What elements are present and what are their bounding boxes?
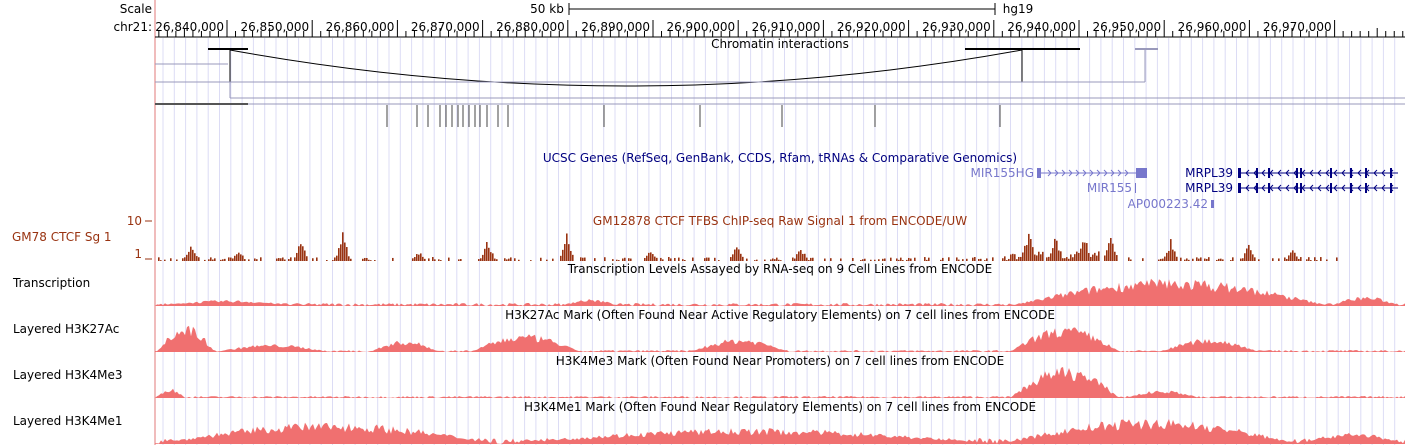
- h3k4me3-track[interactable]: H3K4Me3 Mark (Often Found Near Promoters…: [155, 354, 1405, 398]
- h3k27ac-side-label[interactable]: Layered H3K27Ac: [13, 322, 120, 336]
- gene-label-mrpl39-b: MRPL39: [1185, 181, 1233, 195]
- ruler-tick-label: 26,940,000: [1007, 20, 1076, 34]
- assembly-label: hg19: [1003, 2, 1034, 16]
- ruler-tick-label: 26,840,000: [155, 20, 224, 34]
- h3k27ac-title: H3K27Ac Mark (Often Found Near Active Re…: [505, 308, 1055, 322]
- ruler-tick-label: 26,900,000: [666, 20, 735, 34]
- scale-bar-label: 50 kb: [530, 2, 564, 16]
- h3k4me1-track[interactable]: H3K4Me1 Mark (Often Found Near Regulator…: [155, 400, 1405, 444]
- ruler-tick-label: 26,860,000: [326, 20, 395, 34]
- transcription-track[interactable]: Transcription Levels Assayed by RNA-seq …: [155, 262, 1405, 306]
- ruler-tick-label: 26,880,000: [496, 20, 565, 34]
- ctcf-signal: [158, 232, 1338, 261]
- h3k4me3-signal: [155, 367, 1405, 398]
- ruler-tick-label: 26,890,000: [581, 20, 650, 34]
- genes-title: UCSC Genes (RefSeq, GenBank, CCDS, Rfam,…: [543, 151, 1017, 165]
- ruler-tick-label: 26,970,000: [1263, 20, 1332, 34]
- vertical-grid-lines: [162, 38, 1396, 445]
- ucsc-genes-track[interactable]: UCSC Genes (RefSeq, GenBank, CCDS, Rfam,…: [543, 151, 1398, 211]
- gene-mrpl39: [1238, 168, 1398, 193]
- ruler-tick-label: 26,930,000: [922, 20, 991, 34]
- h3k4me1-signal: [155, 419, 1405, 444]
- chromatin-interactions-track[interactable]: Chromatin interactions: [155, 37, 1405, 127]
- gene-ap000223: [1211, 200, 1214, 208]
- transcription-side-label[interactable]: Transcription: [13, 276, 91, 290]
- ctcf-axis-max: 10: [127, 214, 142, 228]
- interaction-anchors: [386, 105, 1001, 127]
- ctcf-axis-min: 1: [134, 247, 142, 261]
- ruler-tick-label: 26,950,000: [1092, 20, 1161, 34]
- ctcf-title: GM12878 CTCF TFBS ChIP-seq Raw Signal 1 …: [593, 214, 967, 228]
- h3k4me3-side-label[interactable]: Layered H3K4Me3: [13, 368, 123, 382]
- chrom-label: chr21:: [114, 20, 152, 34]
- h3k27ac-signal: [155, 325, 1405, 352]
- h3k27ac-track[interactable]: H3K27Ac Mark (Often Found Near Active Re…: [155, 308, 1405, 352]
- ruler-tick-label: 26,870,000: [411, 20, 480, 34]
- h3k4me3-title: H3K4Me3 Mark (Often Found Near Promoters…: [556, 354, 1005, 368]
- gene-mir155: [1135, 183, 1136, 193]
- h3k4me1-side-label[interactable]: Layered H3K4Me1: [13, 414, 123, 428]
- h3k4me1-title: H3K4Me1 Mark (Often Found Near Regulator…: [524, 400, 1036, 414]
- gene-label-mrpl39-a: MRPL39: [1185, 166, 1233, 180]
- ruler-tick-label: 26,850,000: [240, 20, 309, 34]
- transcription-signal: [155, 278, 1405, 306]
- gene-label-mir155: MIR155: [1087, 181, 1132, 195]
- ctcf-side-label[interactable]: GM78 CTCF Sg 1: [12, 230, 112, 244]
- ruler-tick-label: 26,960,000: [1178, 20, 1247, 34]
- ruler-tick-label: 26,910,000: [752, 20, 821, 34]
- gene-label-mir155hg: MIR155HG: [971, 166, 1034, 180]
- ruler-ticks: 26,840,000 26,850,000 26,860,000 26,870,000…: [155, 20, 1404, 37]
- gene-label-ap000223: AP000223.42: [1128, 197, 1208, 211]
- ruler: Scale chr21: 50 kb hg19 26,840,000 26,850…: [114, 2, 1405, 38]
- transcription-title: Transcription Levels Assayed by RNA-seq …: [567, 262, 992, 276]
- ruler-tick-label: 26,920,000: [837, 20, 906, 34]
- interaction-arc: [229, 49, 1023, 87]
- ctcf-track[interactable]: GM12878 CTCF TFBS ChIP-seq Raw Signal 1 …: [127, 214, 1338, 261]
- scale-label: Scale: [120, 2, 152, 16]
- chromatin-title: Chromatin interactions: [711, 37, 849, 51]
